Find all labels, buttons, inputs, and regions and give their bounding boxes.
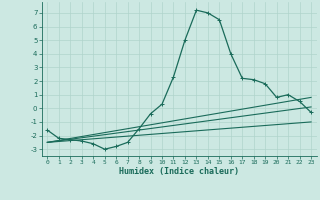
X-axis label: Humidex (Indice chaleur): Humidex (Indice chaleur) (119, 167, 239, 176)
